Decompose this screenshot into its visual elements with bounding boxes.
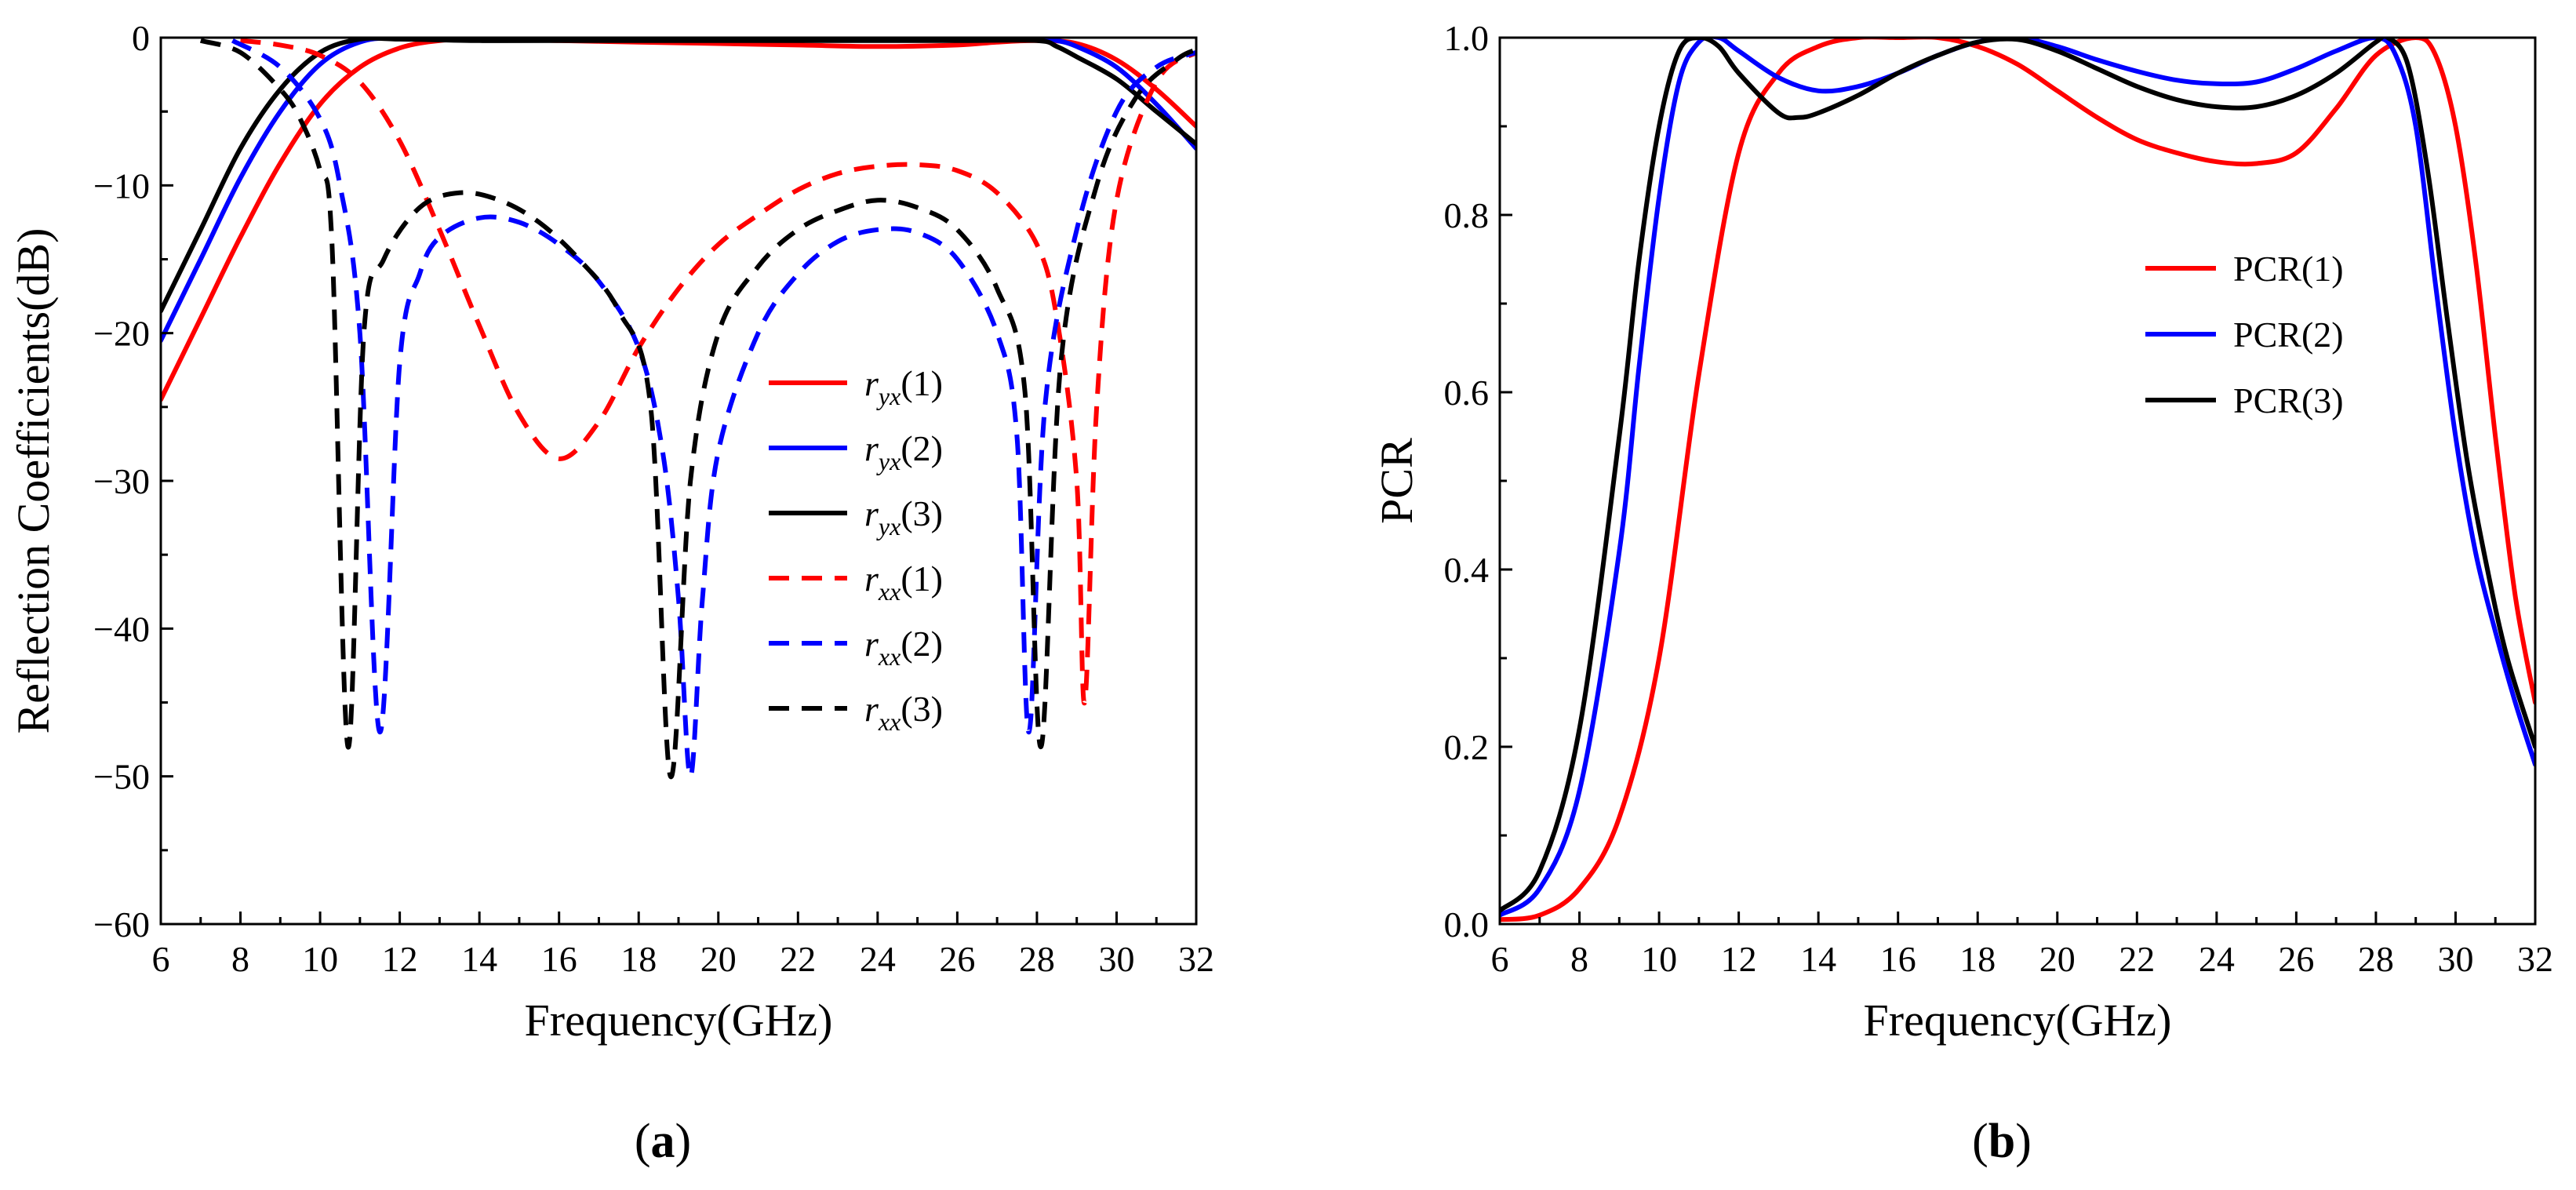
chart-b-x-tick-label: 26: [2278, 939, 2314, 979]
chart-a-x-tick-label: 22: [780, 939, 816, 979]
chart-a-series-line-6: [199, 38, 1196, 779]
chart-a-y-tick-label: −40: [93, 609, 150, 649]
chart-a-y-tick-label: −10: [93, 166, 150, 206]
chart-b-x-tick-label: 30: [2437, 939, 2473, 979]
chart-a-x-tick-label: 32: [1178, 939, 1214, 979]
chart-a-x-tick-label: 20: [700, 939, 737, 979]
chart-b-x-tick-label: 28: [2358, 939, 2394, 979]
chart-a-series-line-4: [240, 38, 1196, 706]
chart-b-panel-label-open: (: [1972, 1115, 1988, 1168]
chart-a-legend-label-1: ryx(1): [864, 363, 943, 410]
chart-a-x-tick-label: 26: [939, 939, 975, 979]
chart-b-x-tick-label: 32: [2517, 939, 2553, 979]
chart-b-series-line-1: [1500, 38, 2535, 923]
chart-a-x-tick-label: 14: [461, 939, 497, 979]
chart-a-panel-label-close: ): [675, 1115, 692, 1168]
chart-a-legend: ryx(1) ryx(2) ryx(3) rxx(1) rxx(2) rxx(3): [769, 363, 943, 736]
chart-b-x-axis-title: Frequency(GHz): [1864, 995, 2172, 1046]
chart-a-series-line-1: [161, 38, 1196, 402]
chart-a-panel-label: (a): [635, 1115, 691, 1168]
chart-a-ticks: 6 8 10 12 14 16 18 20 22 24 26 28 30 32 0 −10 −20 −30 −40 −…: [93, 18, 1214, 979]
chart-a-legend-label-4: rxx(1): [864, 559, 943, 606]
chart-b-panel-label: (b): [1972, 1115, 2032, 1168]
chart-a-y-tick-label: −50: [93, 757, 150, 797]
chart-a-legend-label-6: rxx(3): [864, 689, 943, 736]
chart-a-y-tick-label: −60: [93, 904, 150, 944]
chart-b-y-tick-label: 1.0: [1444, 18, 1490, 58]
chart-a-y-tick-label: 0: [132, 18, 150, 58]
chart-a-axes-frame: [159, 36, 1198, 926]
chart-a-series-line-2: [161, 38, 1196, 344]
chart-a-x-tick-label: 28: [1019, 939, 1055, 979]
chart-a-panel-label-open: (: [635, 1115, 651, 1168]
chart-a-y-tick-label: −20: [93, 314, 150, 354]
chart-a-x-tick-label: 18: [620, 939, 657, 979]
chart-a-x-tick-label: 8: [231, 939, 249, 979]
chart-b-legend-label-1: PCR(1): [2233, 249, 2344, 289]
chart-a-x-axis-title: Frequency(GHz): [525, 995, 833, 1046]
chart-b-panel-label-close: ): [2015, 1115, 2032, 1168]
chart-b-panel-label-letter: b: [1988, 1115, 2015, 1168]
chart-b-x-tick-label: 20: [2039, 939, 2076, 979]
chart-b-x-tick-label: 24: [2199, 939, 2235, 979]
chart-b-y-tick-label: 0.4: [1444, 550, 1490, 590]
chart-b: 6 8 10 12 14 16 18 20 22 24 26 28 30 32 0.0 0.2 0.4 0.6 0.…: [1371, 18, 2553, 1168]
chart-b-x-tick-label: 18: [1959, 939, 1996, 979]
chart-b-plot-lines: [1500, 38, 2535, 923]
chart-a: 6 8 10 12 14 16 18 20 22 24 26 28 30 32 0 −10 −20 −30 −40 −…: [8, 18, 1214, 1168]
chart-b-series-line-3: [1500, 38, 2535, 913]
chart-b-y-tick-label: 0.2: [1444, 727, 1490, 767]
chart-a-x-tick-label: 30: [1098, 939, 1134, 979]
chart-a-plot-lines: [161, 38, 1196, 779]
chart-a-x-tick-label: 10: [302, 939, 338, 979]
chart-a-x-tick-label: 16: [541, 939, 577, 979]
chart-a-y-axis-title: Reflection Coefficients(dB): [8, 228, 59, 734]
chart-b-x-tick-label: 14: [1800, 939, 1836, 979]
chart-b-x-tick-label: 6: [1491, 939, 1509, 979]
chart-b-y-axis-title: PCR: [1371, 438, 1422, 524]
chart-a-panel-label-letter: a: [651, 1115, 675, 1168]
chart-a-legend-label-3: ryx(3): [864, 493, 943, 540]
chart-b-x-tick-label: 8: [1570, 939, 1588, 979]
chart-b-legend: PCR(1) PCR(2) PCR(3): [2145, 249, 2344, 420]
chart-b-legend-label-2: PCR(2): [2233, 315, 2344, 355]
chart-a-x-tick-label: 12: [382, 939, 418, 979]
chart-b-ticks: 6 8 10 12 14 16 18 20 22 24 26 28 30 32 0.0 0.2 0.4 0.6 0.…: [1444, 18, 2554, 979]
chart-b-x-tick-label: 12: [1721, 939, 1757, 979]
chart-b-y-tick-label: 0.8: [1444, 195, 1490, 235]
chart-b-y-tick-label: 0.6: [1444, 373, 1490, 413]
chart-a-legend-label-2: ryx(2): [864, 428, 943, 475]
chart-b-series-line-2: [1500, 38, 2535, 918]
chart-a-x-tick-label: 24: [860, 939, 896, 979]
chart-a-x-tick-label: 6: [152, 939, 170, 979]
chart-a-y-tick-label: −30: [93, 461, 150, 501]
chart-b-x-tick-label: 22: [2119, 939, 2155, 979]
chart-b-axes-frame: [1498, 36, 2537, 926]
chart-a-series-line-3: [161, 38, 1196, 314]
chart-b-y-tick-label: 0.0: [1444, 904, 1490, 944]
chart-a-series-line-5: [231, 38, 1196, 779]
chart-b-x-tick-label: 10: [1641, 939, 1677, 979]
chart-a-legend-label-5: rxx(2): [864, 624, 943, 671]
chart-b-x-tick-label: 16: [1880, 939, 1916, 979]
chart-b-legend-label-3: PCR(3): [2233, 380, 2344, 420]
